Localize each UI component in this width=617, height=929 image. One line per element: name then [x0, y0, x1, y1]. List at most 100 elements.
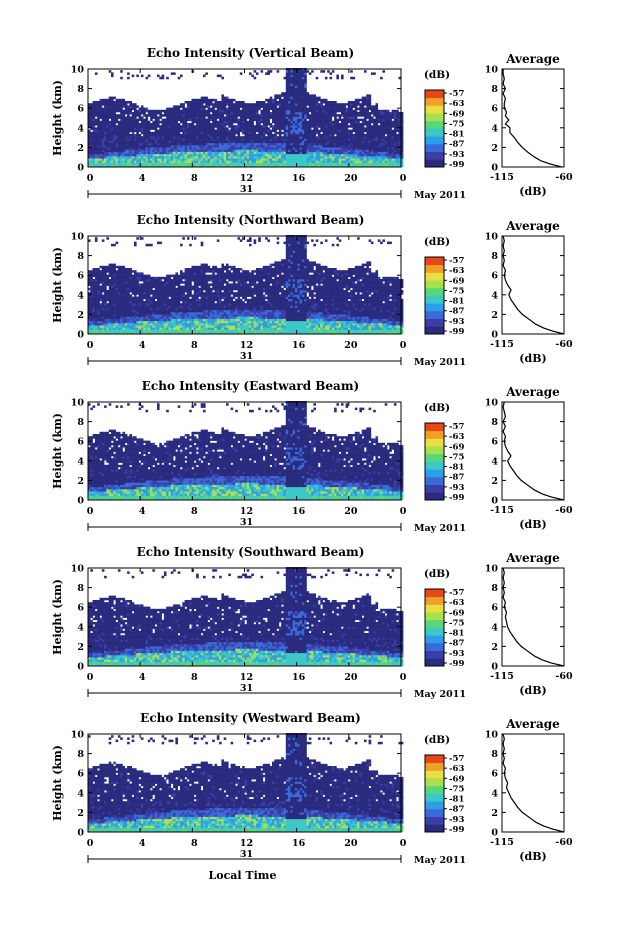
colorbar-swatch — [425, 778, 444, 787]
x-tick-label: 4 — [139, 506, 146, 517]
y-tick-label: 2 — [77, 310, 84, 321]
x-tick-label: 0 — [400, 672, 407, 683]
colorbar-level-label: -81 — [449, 297, 464, 307]
profile-x-label: -115 — [490, 172, 514, 183]
profile-title: Average — [505, 219, 560, 233]
colorbar-unit: (dB) — [424, 402, 450, 414]
colorbar-unit: (dB) — [424, 734, 450, 746]
colorbar-swatch — [425, 824, 444, 833]
x-tick-label: 0 — [87, 173, 94, 184]
colorbar-level-label: -81 — [449, 130, 464, 140]
colorbar-swatch — [425, 762, 444, 771]
colorbar-swatch — [425, 619, 444, 628]
day-label: 31 — [240, 517, 253, 528]
profile-y-label: 4 — [491, 788, 498, 799]
colorbar-level-label: -57 — [449, 588, 464, 598]
x-tick-label: 4 — [139, 838, 146, 849]
y-tick-label: 0 — [77, 662, 84, 673]
colorbar-swatch — [425, 492, 444, 501]
y-tick-label: 2 — [77, 808, 84, 819]
profile-y-label: 0 — [491, 828, 498, 839]
colorbar-swatch — [425, 484, 444, 493]
colorbar-frame — [424, 422, 445, 501]
x-tick-label: 4 — [139, 173, 146, 184]
panel-north: Echo Intensity (Northward Beam)0 4 8 12 16 20… — [51, 213, 573, 368]
colorbar-level-label: -75 — [449, 618, 464, 628]
colorbar-swatch — [425, 143, 444, 152]
profile-line — [502, 235, 565, 335]
colorbar-swatch — [425, 136, 444, 145]
panel-title: Echo Intensity (Northward Beam) — [137, 213, 365, 227]
y-tick-label: 10 — [71, 564, 85, 575]
date-label: May 2011 — [414, 357, 466, 368]
colorbar-swatch — [425, 635, 444, 644]
x-tick-label: 12 — [240, 173, 253, 184]
profile-y-label: 10 — [485, 232, 499, 243]
colorbar-swatch — [425, 650, 444, 659]
colorbar-level-label: -63 — [449, 432, 464, 442]
x-tick-label: 0 — [87, 672, 94, 683]
colorbar-swatch — [425, 446, 444, 455]
colorbar-level-label: -69 — [449, 608, 464, 618]
profile-y-label: 0 — [491, 163, 498, 174]
profile-x-label: -115 — [490, 837, 514, 848]
profile-title: Average — [505, 385, 560, 399]
profile-x-label: -115 — [490, 339, 514, 350]
colorbar-level-label: -87 — [449, 473, 464, 483]
colorbar-level-label: -75 — [449, 784, 464, 794]
profile-x-axis-label: (dB) — [519, 185, 546, 198]
x-tick-label: 0 — [87, 340, 94, 351]
profile-x-label: -115 — [490, 671, 514, 682]
x-tick-label: 16 — [292, 173, 306, 184]
colorbar-swatch — [425, 423, 444, 432]
colorbar-swatch — [425, 128, 444, 137]
colorbar-swatch — [425, 303, 444, 312]
colorbar-level-label: -63 — [449, 99, 464, 109]
profile-frame — [501, 235, 565, 335]
profile-x-label: -60 — [555, 339, 573, 350]
profile-y-label: 0 — [491, 330, 498, 341]
profile-y-label: 4 — [491, 123, 498, 134]
x-axis-label: Local Time — [209, 869, 277, 882]
colorbar-level-label: -75 — [449, 119, 464, 129]
colorbar-level-label: -81 — [449, 795, 464, 805]
colorbar-level-label: -99 — [449, 825, 464, 835]
colorbar-swatch — [425, 816, 444, 825]
colorbar-swatch — [425, 430, 444, 439]
x-tick-label: 12 — [240, 672, 253, 683]
y-tick-label: 4 — [77, 290, 84, 301]
profile-y-label: 0 — [491, 496, 498, 507]
y-tick-label: 4 — [77, 123, 84, 134]
x-tick-label: 16 — [292, 838, 306, 849]
x-tick-label: 16 — [292, 506, 306, 517]
colorbar: (dB) -57-63-69-75-81-87-93-99 — [424, 236, 465, 337]
colorbar-swatch — [425, 770, 444, 779]
profile-y-label: 10 — [485, 398, 499, 409]
x-tick-label: 16 — [292, 672, 306, 683]
colorbar-swatch — [425, 287, 444, 296]
profile-y-label: 4 — [491, 290, 498, 301]
profile-y-label: 10 — [485, 65, 499, 76]
y-tick-label: 6 — [77, 104, 84, 115]
y-tick-label: 2 — [77, 143, 84, 154]
colorbar-level-label: -99 — [449, 327, 464, 337]
colorbar-swatch — [425, 113, 444, 122]
y-tick-label: 0 — [77, 163, 84, 174]
profile-title: Average — [505, 717, 560, 731]
colorbar-swatch — [425, 438, 444, 447]
date-label: May 2011 — [414, 523, 466, 534]
colorbar-level-label: -93 — [449, 815, 464, 825]
profile-y-label: 2 — [491, 642, 498, 653]
x-tick-label: 20 — [344, 506, 358, 517]
colorbar-swatch — [425, 295, 444, 304]
colorbar-swatch — [425, 612, 444, 621]
profile-x-axis-label: (dB) — [519, 850, 546, 863]
profile-x-label: -115 — [490, 505, 514, 516]
colorbar-swatch — [425, 151, 444, 160]
profile-y-label: 2 — [491, 476, 498, 487]
colorbar-frame — [424, 89, 445, 168]
y-tick-label: 8 — [77, 583, 84, 594]
x-tick-label: 0 — [400, 506, 407, 517]
profile-x-label: -60 — [555, 837, 573, 848]
